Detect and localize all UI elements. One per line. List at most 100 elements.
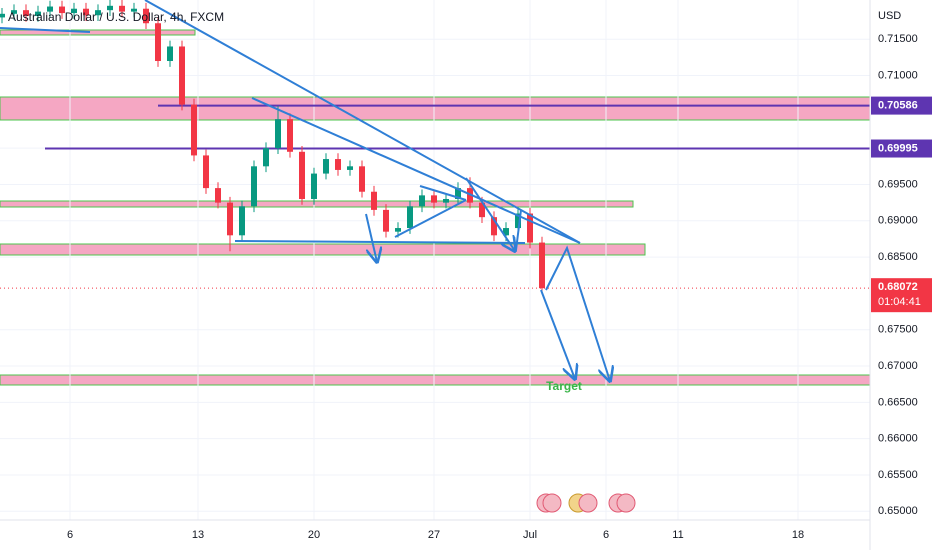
y-tick-label: 0.69500 — [878, 178, 918, 190]
y-tick-label: 0.66000 — [878, 433, 918, 445]
trend-line — [419, 185, 467, 201]
candle-body — [287, 119, 293, 152]
candle-body — [443, 198, 449, 203]
candle-body — [83, 8, 89, 16]
candle-body — [371, 191, 377, 210]
candle-body — [47, 6, 53, 12]
price-axis — [870, 0, 932, 550]
axes: 0.715000.710000.700000.695000.690000.685… — [67, 33, 932, 541]
trend-line — [0, 27, 91, 33]
last-price-bg — [871, 278, 932, 313]
x-tick-label: Jul — [523, 529, 537, 541]
y-tick-label: 0.66500 — [878, 396, 918, 408]
chart-title: Australian Dollar / U.S. Dollar, 4h, FXC… — [8, 10, 224, 24]
arrow — [545, 245, 610, 381]
arrow — [540, 289, 575, 379]
trend-line — [394, 199, 467, 238]
x-tick-label: 13 — [192, 529, 204, 541]
candle-body — [35, 11, 41, 16]
candle-body — [419, 195, 425, 207]
candle-body — [263, 148, 269, 167]
event-icon — [542, 493, 562, 513]
candle-body — [503, 228, 509, 236]
candle-body — [215, 188, 221, 203]
candle-body — [0, 13, 5, 18]
level-label: 0.69995 — [878, 142, 918, 154]
trend-line — [251, 97, 581, 244]
candle-body — [107, 5, 113, 11]
candle-body — [203, 155, 209, 189]
arrow — [515, 209, 522, 251]
x-tick-label: 27 — [428, 529, 440, 541]
candle-body — [191, 104, 197, 156]
candle-body — [431, 195, 437, 203]
candle-body — [347, 166, 353, 170]
candle-body — [395, 228, 401, 232]
x-tick-label: 20 — [308, 529, 320, 541]
candle-body — [143, 8, 149, 24]
annotation: Target — [546, 379, 582, 393]
candle-body — [227, 202, 233, 236]
trend-line — [144, 0, 581, 244]
zone — [0, 200, 634, 208]
candle-body — [479, 202, 485, 218]
levels — [0, 104, 870, 289]
arrow — [465, 177, 515, 251]
candle-body — [311, 173, 317, 199]
candle-body — [119, 5, 125, 12]
y-tick-label: 0.71000 — [878, 69, 918, 81]
candle-body — [71, 8, 77, 14]
candles — [0, 0, 545, 294]
event-icon — [616, 493, 636, 513]
zones — [0, 29, 871, 386]
y-tick-label: 0.65000 — [878, 505, 918, 517]
countdown: 01:04:41 — [878, 296, 921, 308]
candle-body — [491, 217, 497, 236]
candle-body — [95, 10, 101, 16]
time-axis — [0, 520, 870, 550]
candle-body — [527, 213, 533, 243]
zone — [0, 243, 646, 256]
x-tick-label: 11 — [672, 529, 683, 541]
drawings — [0, 0, 610, 381]
y-tick-label: 0.67000 — [878, 360, 918, 372]
candle-body — [407, 206, 413, 229]
y-tick-label: 0.65500 — [878, 469, 918, 481]
zone — [0, 96, 871, 121]
candle-body — [167, 46, 173, 62]
event-icon — [578, 493, 598, 513]
candle-body — [131, 8, 137, 12]
trend-line — [234, 240, 526, 244]
arrow — [365, 213, 377, 262]
candle-body — [359, 166, 365, 192]
zone — [0, 29, 196, 36]
candle-body — [515, 213, 521, 229]
x-tick-label: 18 — [792, 529, 804, 541]
y-tick-label: 0.67500 — [878, 324, 918, 336]
level-label-bg — [871, 139, 932, 158]
level-label: 0.70586 — [878, 100, 918, 112]
candle-body — [11, 10, 17, 14]
candle-body — [179, 46, 185, 105]
candle-body — [323, 159, 329, 174]
candle-body — [239, 206, 245, 236]
candle-body — [275, 119, 281, 149]
candle-body — [539, 242, 545, 289]
event-icons — [536, 493, 636, 513]
currency: USD — [878, 10, 901, 22]
last-price-label: 0.68072 — [878, 281, 918, 293]
x-tick-label: 6 — [67, 529, 73, 541]
candle-body — [299, 151, 305, 199]
y-tick-label: 0.69000 — [878, 215, 918, 227]
candle-body — [455, 188, 461, 199]
zone — [0, 374, 871, 386]
grid — [0, 0, 870, 520]
candle-body — [59, 6, 65, 14]
level-label-bg — [871, 96, 932, 115]
candle-body — [23, 10, 29, 16]
candle-body — [383, 209, 389, 232]
candle-body — [335, 159, 341, 170]
candle-body — [251, 166, 257, 207]
y-tick-label: 0.68500 — [878, 251, 918, 263]
